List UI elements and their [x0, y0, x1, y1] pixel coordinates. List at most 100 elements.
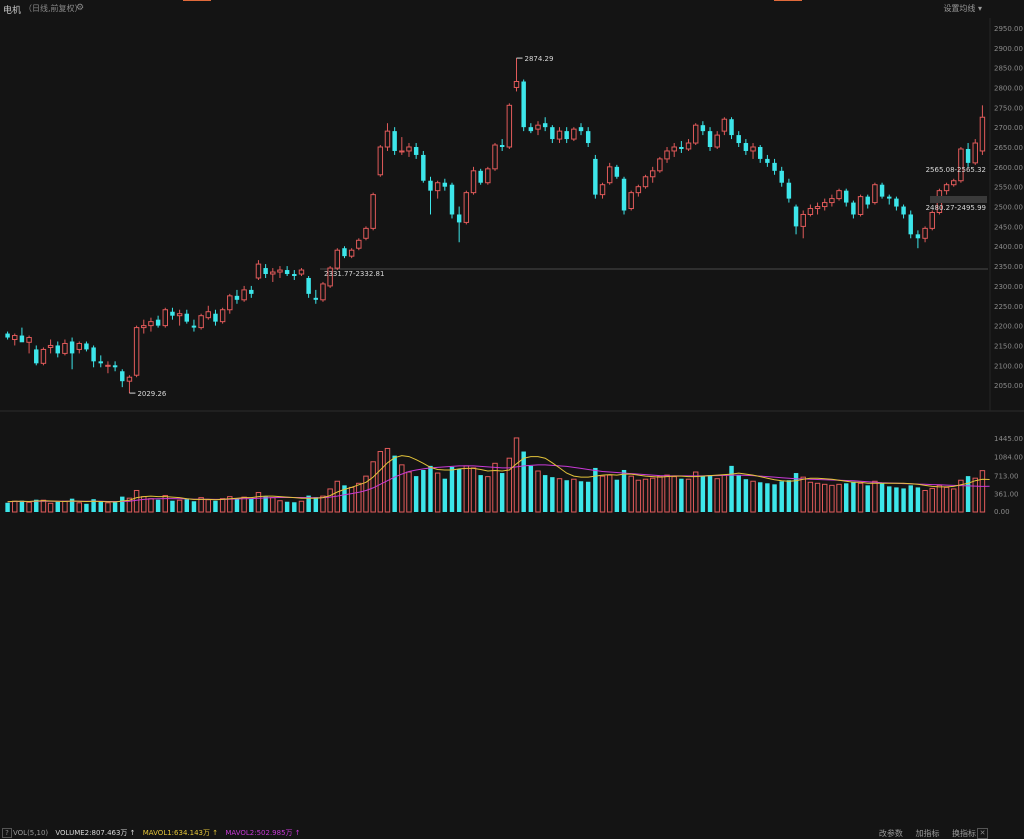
volume-bar: [406, 471, 412, 513]
volume-bar: [434, 472, 441, 513]
volume-bar: [170, 500, 175, 512]
price-tick-label: 2600.00: [994, 164, 1023, 172]
candle-body: [872, 184, 878, 204]
volume-bar: [234, 498, 240, 512]
volume-bar: [564, 480, 569, 512]
candle-body: [91, 347, 96, 362]
candle-body: [227, 295, 233, 311]
volume-bar: [528, 465, 534, 512]
ma-settings-button[interactable]: 设置均线 ▾: [943, 4, 982, 13]
candle-body: [19, 335, 25, 343]
candle-body: [793, 206, 799, 227]
candle-body: [470, 170, 477, 194]
candle-body: [120, 371, 125, 382]
candle-body: [685, 142, 692, 150]
kline-chart[interactable]: 2950.00 2900.00 2850.00 2800.00 2750.00 2700.…: [0, 0, 1024, 517]
volume-bar: [399, 464, 405, 513]
candle-body: [406, 146, 412, 152]
volume-bar: [313, 497, 319, 512]
candle-body: [865, 196, 870, 205]
volume-bar: [936, 484, 943, 513]
candle-body: [528, 127, 534, 132]
candle-body: [219, 309, 226, 323]
candle-body: [750, 146, 756, 152]
volume-bar: [98, 501, 103, 512]
volume-bar: [506, 457, 513, 513]
candle-body: [814, 206, 821, 210]
candle-body: [628, 192, 634, 210]
candle-body: [184, 313, 190, 322]
volume-bar: [958, 479, 964, 513]
volume-bar: [162, 495, 168, 513]
candle-body: [894, 198, 899, 207]
add-indicator-button[interactable]: 加指标: [915, 829, 940, 838]
candle-body: [313, 297, 319, 300]
volume-bar: [413, 476, 419, 512]
candle-body: [721, 118, 728, 132]
volume-tools: 改参数 加指标 换指标: [869, 828, 976, 839]
candle-body: [901, 206, 906, 215]
gear-icon[interactable]: ⚙: [76, 3, 85, 13]
candle-body: [879, 184, 885, 197]
volume-bar: [255, 492, 262, 513]
volume-bar: [721, 474, 728, 513]
close-icon[interactable]: ✕: [977, 828, 988, 839]
candle-body: [521, 81, 526, 128]
candle-body: [478, 170, 483, 183]
price-tick-label: 2300.00: [994, 283, 1023, 291]
candle-body: [40, 348, 47, 364]
candle-body: [413, 147, 419, 155]
candle-body: [671, 146, 677, 152]
candle-body: [965, 148, 971, 163]
candle-body: [249, 289, 254, 294]
candle-body: [692, 124, 699, 144]
candle-body: [277, 269, 283, 273]
volume-bar: [26, 501, 32, 513]
volume-bar: [743, 479, 749, 512]
volume-bar: [979, 470, 986, 513]
volume-bar: [241, 496, 247, 513]
candle-body: [736, 135, 741, 144]
candle-body: [664, 150, 670, 160]
candle-body: [779, 170, 784, 183]
volume-bar: [657, 475, 663, 513]
candle-body: [12, 335, 18, 341]
volume-bar: [857, 482, 864, 513]
change-params-button[interactable]: 改参数: [878, 829, 903, 838]
volume-bar: [456, 468, 462, 512]
candle-body: [449, 184, 455, 215]
price-tick-label: 2100.00: [994, 362, 1023, 370]
volume-bar: [191, 501, 197, 512]
volume-bar: [40, 499, 47, 513]
volume-bar: [284, 501, 290, 512]
volume-bar: [270, 497, 276, 513]
switch-indicator-button[interactable]: 换指标: [952, 829, 976, 838]
volume-bar: [19, 500, 25, 512]
volume-bar: [263, 496, 268, 512]
candle-body: [327, 267, 333, 287]
volume-bar: [62, 500, 68, 513]
candle-body: [729, 119, 734, 136]
volume-bar: [606, 474, 613, 513]
candle-body: [887, 196, 892, 199]
volume-bar: [915, 487, 921, 512]
volume-bar: [772, 484, 777, 512]
price-tick-label: 2800.00: [994, 84, 1023, 92]
volume-bar: [692, 471, 699, 513]
candle-body: [377, 146, 384, 176]
candle-body: [807, 208, 814, 215]
candle-body: [578, 127, 584, 132]
volume-bar: [205, 499, 212, 513]
mavol1-line: [7, 455, 990, 503]
price-tick-label: 2550.00: [994, 184, 1023, 192]
candle-body: [292, 274, 297, 276]
volume-bar: [126, 497, 133, 513]
candle-body: [979, 116, 986, 152]
volume-bar: [628, 475, 634, 513]
volume-bar: [499, 473, 505, 512]
volume-bar: [901, 488, 906, 512]
volume-bar: [865, 485, 870, 512]
help-icon[interactable]: ?: [2, 828, 12, 838]
price-tick-label: 2150.00: [994, 342, 1023, 350]
volume-bar: [908, 485, 913, 512]
